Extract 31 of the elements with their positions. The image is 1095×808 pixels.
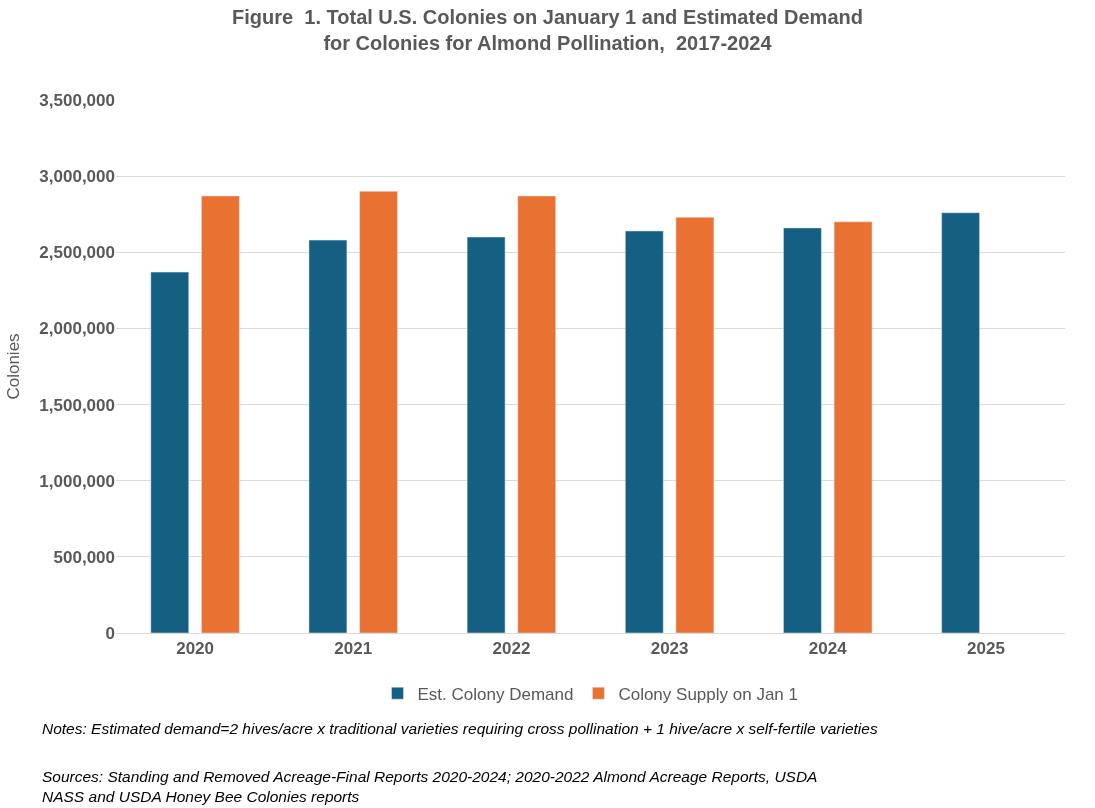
source-note: Sources: Standing and Removed Acreage-Final Reports 2020-2024; 2020-2022 Almond Acreage Reports, USDA NASS and USDA Honey Bee Colonies reports — [42, 768, 818, 806]
y-tick-label: 2,500,000 — [39, 243, 115, 263]
x-tick-label: 2023 — [650, 639, 689, 659]
bar — [359, 191, 398, 633]
y-tick-label: 1,500,000 — [39, 395, 115, 415]
x-tick-label: 2025 — [967, 639, 1005, 659]
x-tick-label: 2024 — [808, 639, 848, 659]
bar — [517, 195, 556, 633]
bar — [201, 195, 240, 633]
y-tick-label: 2,000,000 — [39, 319, 115, 339]
bar — [833, 221, 873, 633]
y-tick-label: 0 — [105, 623, 115, 643]
y-tick-label: 3,000,000 — [39, 167, 115, 187]
y-tick-label: 500,000 — [53, 547, 115, 567]
bar — [466, 236, 506, 633]
x-tick-label: 2021 — [334, 639, 373, 659]
y-tick-label: 3,500,000 — [39, 90, 115, 110]
chart-title: Figure 1. Total U.S. Colonies on January 1 and Estimated Demand for Colonies for Almond Pollination, 2017-2024 — [232, 6, 863, 55]
legend-label: Colony Supply on Jan 1 — [618, 684, 798, 704]
bar — [941, 212, 980, 633]
x-tick-label: 2020 — [176, 639, 214, 659]
y-axis-title: Colonies — [3, 333, 23, 400]
bar — [783, 227, 822, 633]
bar — [675, 217, 715, 633]
bar — [308, 239, 348, 633]
y-tick-label: 1,000,000 — [39, 471, 115, 491]
legend-label: Est. Colony Demand — [417, 684, 574, 704]
text: Notes: Estimated demand=2 hives/acre x traditional varieties requiring cross pollination + 1 hive/acre x self-fertile varieties — [42, 720, 878, 737]
bar — [150, 271, 190, 633]
x-tick-label: 2022 — [492, 639, 531, 659]
bar — [625, 230, 664, 633]
